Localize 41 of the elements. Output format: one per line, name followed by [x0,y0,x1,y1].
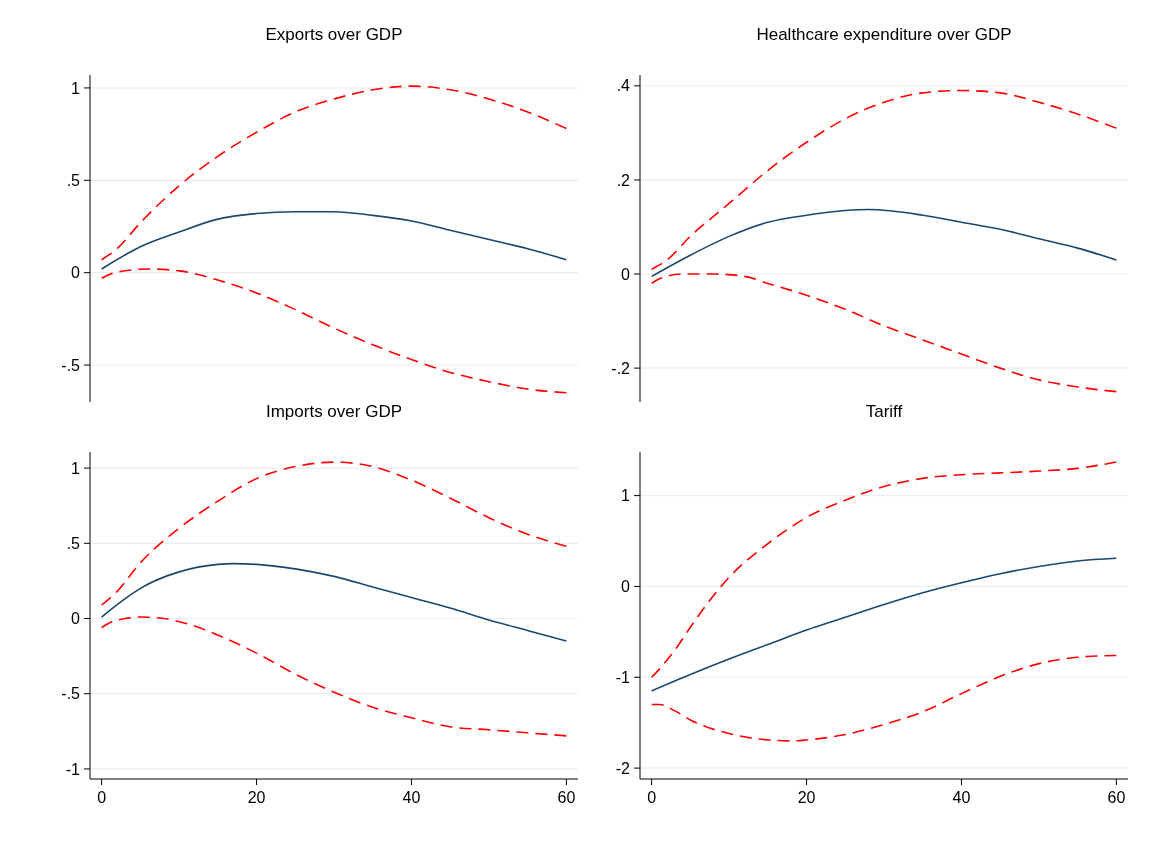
y-tick-label: 0 [621,578,631,596]
x-tick-label: 40 [402,789,421,806]
line-series [650,89,1118,271]
line-series [650,273,1118,393]
chart-title: Tariff [865,402,903,421]
line-series [100,268,568,394]
x-tick-label: 20 [247,789,266,806]
x-tick-label: 20 [797,789,816,806]
y-tick-label: -.5 [61,356,81,374]
line-series [100,210,568,270]
chart-title: Exports over GDP [265,25,403,44]
y-tick-label: 1 [71,79,81,97]
y-tick-label: .5 [66,171,81,189]
line-series [650,557,1118,692]
line-series [650,208,1118,278]
x-tick-label: 60 [557,789,576,806]
line-series [100,85,568,261]
line-series [650,461,1118,679]
y-tick-label: .2 [616,171,631,189]
x-tick-label: 0 [647,789,657,806]
line-series [100,461,568,606]
y-tick-label: 1 [621,487,631,505]
y-tick-label: -2 [615,759,631,777]
line-series [650,654,1118,742]
y-tick-label: 1 [71,459,81,477]
y-tick-label: -1 [615,668,631,686]
y-tick-label: .4 [616,77,631,95]
y-tick-label: 0 [71,264,81,282]
y-tick-label: 0 [71,610,81,628]
x-tick-label: 60 [1107,789,1126,806]
chart-title: Imports over GDP [265,402,403,421]
y-tick-label: .5 [66,534,81,552]
y-tick-label: -1 [65,760,81,778]
line-series [100,562,568,642]
x-tick-label: 0 [97,789,107,806]
line-series [100,616,568,737]
y-tick-label: 0 [621,265,631,283]
y-tick-label: -.2 [611,359,631,377]
chart-title: Healthcare expenditure over GDP [756,25,1012,44]
y-tick-label: -.5 [61,685,81,703]
x-tick-label: 40 [952,789,971,806]
